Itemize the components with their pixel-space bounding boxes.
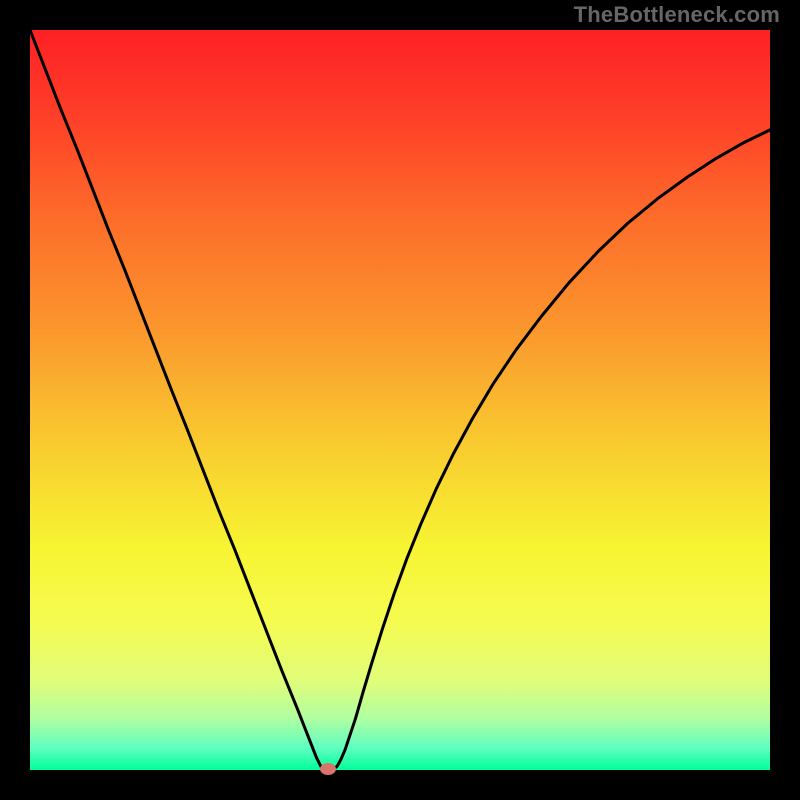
bottleneck-curve: [30, 30, 770, 770]
optimal-point-marker: [320, 763, 336, 775]
plot-area: [30, 30, 770, 770]
watermark-text: TheBottleneck.com: [574, 2, 780, 28]
chart-outer-frame: TheBottleneck.com: [0, 0, 800, 800]
